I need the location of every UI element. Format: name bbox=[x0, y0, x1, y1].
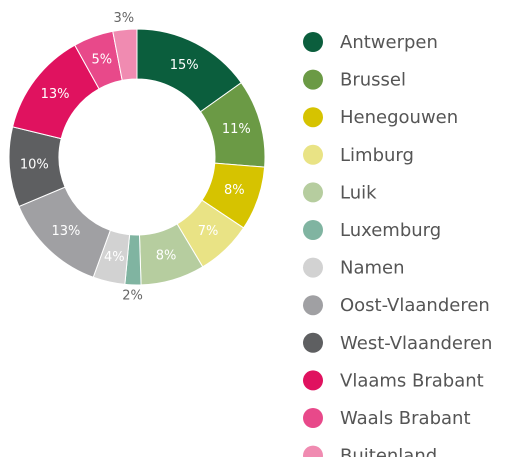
segment-label: 4% bbox=[104, 250, 125, 265]
legend-swatch bbox=[303, 69, 323, 90]
legend-label: Antwerpen bbox=[340, 32, 438, 53]
segment-label: 7% bbox=[198, 224, 219, 239]
legend-label: Brussel bbox=[340, 70, 406, 91]
segment-label: 2% bbox=[122, 288, 143, 303]
donut-segment bbox=[112, 28, 138, 81]
legend-label: Buitenland bbox=[340, 446, 437, 457]
legend-label: Waals Brabant bbox=[340, 408, 471, 429]
legend-label: Luxemburg bbox=[340, 220, 441, 241]
segment-label: 8% bbox=[224, 183, 245, 198]
legend-swatch bbox=[303, 220, 323, 240]
legend-swatch bbox=[303, 144, 323, 165]
legend-swatch bbox=[303, 32, 323, 52]
legend-label: Oost-Vlaanderen bbox=[340, 295, 490, 316]
legend-label: Luik bbox=[340, 182, 377, 203]
legend-swatch bbox=[303, 370, 323, 391]
legend-label: Namen bbox=[340, 258, 405, 279]
legend-swatch bbox=[303, 445, 323, 457]
legend-swatch bbox=[303, 107, 323, 128]
segment-label: 13% bbox=[51, 224, 80, 239]
legend-label: West-Vlaanderen bbox=[340, 333, 492, 354]
segment-label: 3% bbox=[113, 11, 134, 26]
segment-label: 15% bbox=[170, 58, 199, 73]
legend-swatch bbox=[303, 408, 323, 428]
legend-swatch bbox=[303, 257, 323, 278]
segment-label: 10% bbox=[20, 158, 49, 173]
segment-label: 5% bbox=[91, 53, 112, 68]
segment-label: 8% bbox=[156, 248, 177, 263]
legend-swatch bbox=[303, 332, 323, 353]
segment-label: 11% bbox=[222, 122, 251, 137]
legend-label: Henegouwen bbox=[340, 107, 458, 128]
legend-label: Limburg bbox=[340, 145, 414, 166]
segment-label: 13% bbox=[41, 87, 70, 102]
legend-swatch bbox=[303, 295, 323, 316]
legend-label: Vlaams Brabant bbox=[340, 370, 484, 391]
legend-swatch bbox=[303, 182, 323, 203]
